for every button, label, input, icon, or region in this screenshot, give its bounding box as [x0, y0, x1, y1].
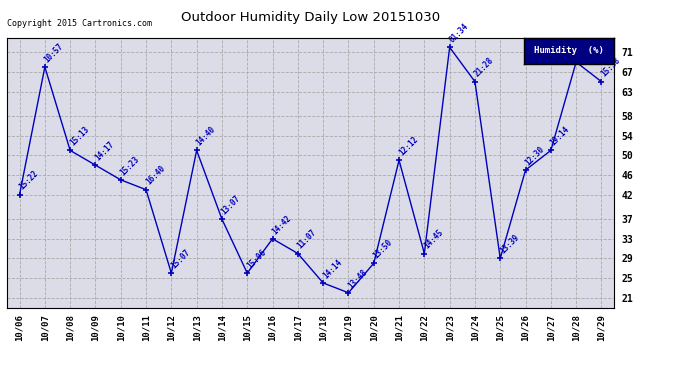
Text: 13:50: 13:50	[371, 238, 394, 261]
Text: 01:34: 01:34	[447, 22, 470, 45]
Text: 15:38: 15:38	[599, 56, 622, 79]
Text: 10:57: 10:57	[43, 42, 66, 64]
Text: 14:42: 14:42	[270, 213, 293, 236]
Text: 14:40: 14:40	[195, 125, 217, 148]
Text: 15:23: 15:23	[119, 154, 141, 177]
Text: 21:28: 21:28	[473, 56, 495, 79]
Text: 2:33: 2:33	[574, 40, 593, 59]
Text: 15:06: 15:06	[245, 248, 268, 270]
Text: 13:07: 13:07	[219, 194, 242, 216]
Text: 16:40: 16:40	[144, 164, 166, 187]
Text: 19:14: 19:14	[549, 125, 571, 148]
Text: Outdoor Humidity Daily Low 20151030: Outdoor Humidity Daily Low 20151030	[181, 11, 440, 24]
Text: 11:07: 11:07	[295, 228, 318, 251]
Text: 14:17: 14:17	[93, 140, 116, 162]
Text: 14:45: 14:45	[422, 228, 445, 251]
Text: 14:14: 14:14	[321, 258, 344, 280]
Text: Humidity  (%): Humidity (%)	[534, 46, 604, 55]
Text: 12:12: 12:12	[397, 135, 420, 158]
Text: 13:39: 13:39	[498, 233, 521, 256]
Text: 15:13: 15:13	[68, 125, 90, 148]
Text: 15:22: 15:22	[17, 169, 40, 192]
Text: Copyright 2015 Cartronics.com: Copyright 2015 Cartronics.com	[7, 19, 152, 28]
Text: 12:30: 12:30	[523, 144, 546, 167]
Text: 13:48: 13:48	[346, 267, 369, 290]
Text: 15:07: 15:07	[169, 248, 192, 270]
